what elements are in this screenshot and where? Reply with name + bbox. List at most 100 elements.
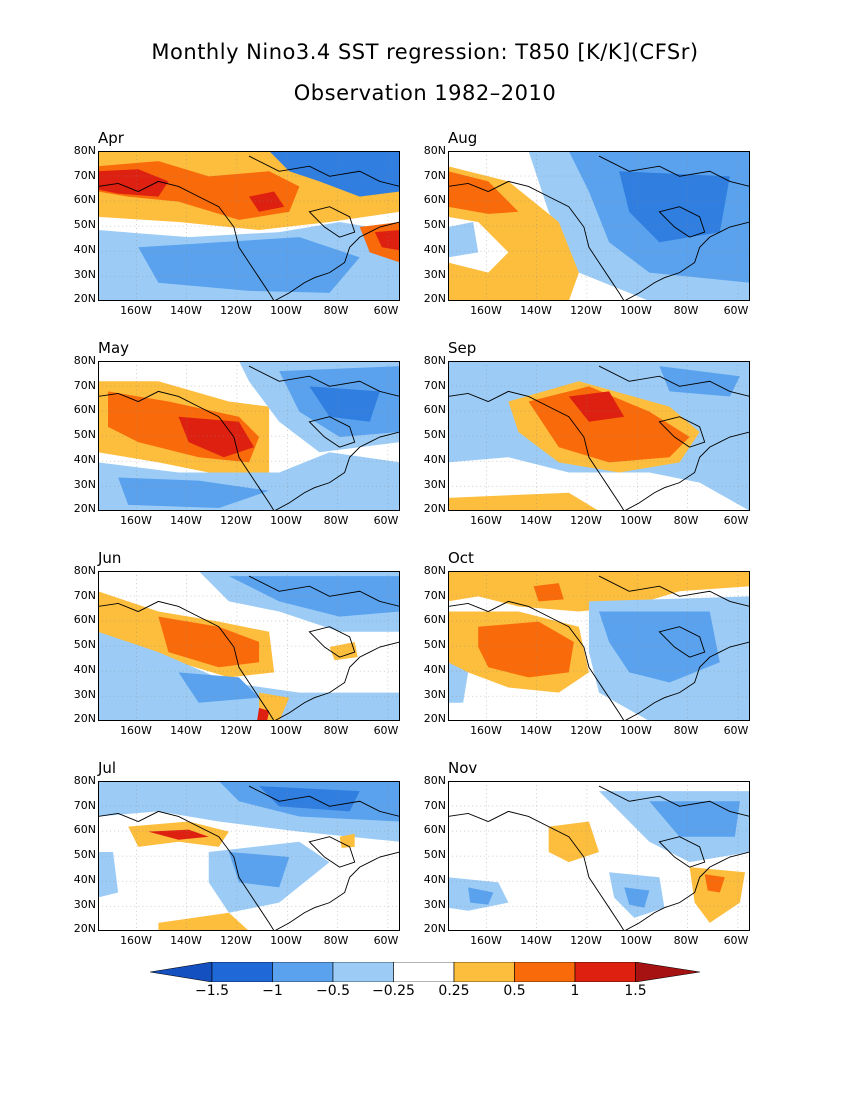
lon-tick-label: 160W bbox=[120, 724, 152, 737]
lon-tick-label: 60W bbox=[373, 934, 399, 947]
anomaly-shading bbox=[568, 391, 625, 422]
coastline bbox=[98, 155, 400, 301]
lat-tick-label: 70N bbox=[73, 168, 96, 182]
lat-tick-label: 70N bbox=[423, 168, 446, 182]
lon-tick-label: 160W bbox=[120, 514, 152, 527]
lat-tick-label: 20N bbox=[423, 712, 446, 726]
lon-tick-label: 100W bbox=[620, 934, 652, 947]
lat-tick-label: 20N bbox=[423, 922, 446, 936]
anomaly-shading bbox=[478, 621, 574, 678]
lon-tick-label: 80W bbox=[673, 934, 699, 947]
lat-tick-label: 60N bbox=[73, 823, 96, 837]
anomaly-shading bbox=[448, 571, 750, 612]
colorbar-segment bbox=[574, 962, 636, 982]
anomaly-shading bbox=[659, 366, 740, 397]
lat-tick-label: 20N bbox=[73, 502, 96, 516]
anomaly-shading bbox=[548, 821, 599, 863]
colorbar-tick-label: 1 bbox=[570, 983, 580, 999]
lat-tick-label: 70N bbox=[73, 798, 96, 812]
lat-tick-label: 70N bbox=[73, 588, 96, 602]
lat-tick-label: 40N bbox=[423, 452, 446, 466]
lat-tick-label: 40N bbox=[73, 452, 96, 466]
map-field-jun bbox=[98, 571, 400, 721]
lat-tick-label: 30N bbox=[73, 897, 96, 911]
anomaly-shading bbox=[98, 851, 119, 898]
colorbar-tick-label: −1 bbox=[262, 983, 283, 999]
lon-tick-label: 60W bbox=[723, 514, 749, 527]
lat-tick-label: 30N bbox=[73, 687, 96, 701]
anomaly-shading bbox=[178, 672, 260, 703]
colorbar-segment bbox=[211, 962, 273, 982]
lon-tick-label: 60W bbox=[373, 514, 399, 527]
lat-tick-label: 20N bbox=[73, 922, 96, 936]
lon-tick-label: 100W bbox=[620, 304, 652, 317]
lon-tick-label: 120W bbox=[570, 724, 602, 737]
lon-tick-label: 100W bbox=[620, 514, 652, 527]
lon-tick-label: 80W bbox=[323, 304, 349, 317]
colorbar-segment bbox=[272, 962, 334, 982]
anomaly-shading bbox=[374, 230, 400, 251]
anomaly-shading bbox=[228, 851, 290, 888]
lat-tick-label: 20N bbox=[423, 502, 446, 516]
colorbar-tick-label: 1.5 bbox=[624, 983, 647, 999]
lat-tick-label: 60N bbox=[423, 403, 446, 417]
panel-month-label: Jun bbox=[98, 549, 122, 567]
map-panel-nov bbox=[448, 781, 750, 931]
lat-tick-label: 50N bbox=[423, 848, 446, 862]
lat-tick-label: 70N bbox=[73, 378, 96, 392]
anomaly-shading bbox=[448, 492, 599, 511]
lat-tick-label: 60N bbox=[73, 193, 96, 207]
lon-tick-label: 140W bbox=[170, 724, 202, 737]
lon-tick-label: 100W bbox=[620, 724, 652, 737]
lon-tick-label: 80W bbox=[323, 934, 349, 947]
colorbar-segment bbox=[514, 962, 576, 982]
colorbar-tick-label: −0.5 bbox=[316, 983, 350, 999]
anomaly-shading bbox=[704, 874, 725, 893]
lon-tick-label: 140W bbox=[170, 934, 202, 947]
lat-tick-label: 50N bbox=[423, 218, 446, 232]
panel-month-label: Nov bbox=[448, 759, 478, 777]
map-panel-jul bbox=[98, 781, 400, 931]
lat-tick-label: 80N bbox=[423, 564, 446, 577]
anomaly-shading bbox=[649, 801, 740, 837]
lat-tick-label: 20N bbox=[423, 292, 446, 306]
lon-tick-label: 100W bbox=[270, 304, 302, 317]
colorbar-segment bbox=[453, 962, 515, 982]
coastline bbox=[448, 155, 750, 301]
lat-tick-label: 50N bbox=[73, 848, 96, 862]
anomaly-shading bbox=[448, 221, 479, 258]
lat-tick-label: 80N bbox=[423, 774, 446, 787]
colorbar-tick-label: −1.5 bbox=[195, 983, 229, 999]
lat-tick-label: 30N bbox=[73, 267, 96, 281]
map-panel-oct bbox=[448, 571, 750, 721]
anomaly-shading bbox=[624, 887, 650, 908]
lat-tick-label: 40N bbox=[423, 242, 446, 256]
lon-tick-label: 80W bbox=[323, 724, 349, 737]
coastline bbox=[98, 785, 400, 931]
lat-tick-label: 50N bbox=[73, 638, 96, 652]
lon-tick-label: 140W bbox=[520, 304, 552, 317]
map-field-jul bbox=[98, 781, 400, 931]
coastline bbox=[98, 365, 400, 511]
anomaly-shading bbox=[329, 641, 358, 661]
map-panel-aug bbox=[448, 151, 750, 301]
lat-tick-label: 20N bbox=[73, 292, 96, 306]
lon-tick-label: 60W bbox=[723, 934, 749, 947]
lat-tick-label: 60N bbox=[423, 823, 446, 837]
lat-tick-label: 40N bbox=[73, 662, 96, 676]
lon-tick-label: 100W bbox=[270, 724, 302, 737]
lon-tick-label: 140W bbox=[170, 304, 202, 317]
anomaly-shading bbox=[533, 583, 564, 602]
map-panel-jun bbox=[98, 571, 400, 721]
anomaly-shading bbox=[178, 416, 255, 458]
lat-tick-label: 30N bbox=[423, 897, 446, 911]
lon-tick-label: 80W bbox=[673, 724, 699, 737]
anomaly-shading bbox=[249, 191, 285, 212]
lon-tick-label: 120W bbox=[220, 304, 252, 317]
lon-tick-label: 160W bbox=[470, 724, 502, 737]
lat-tick-label: 30N bbox=[423, 687, 446, 701]
lat-tick-label: 40N bbox=[423, 872, 446, 886]
lon-tick-label: 140W bbox=[520, 724, 552, 737]
lat-tick-label: 80N bbox=[73, 564, 96, 577]
panel-month-label: Jul bbox=[98, 759, 117, 777]
